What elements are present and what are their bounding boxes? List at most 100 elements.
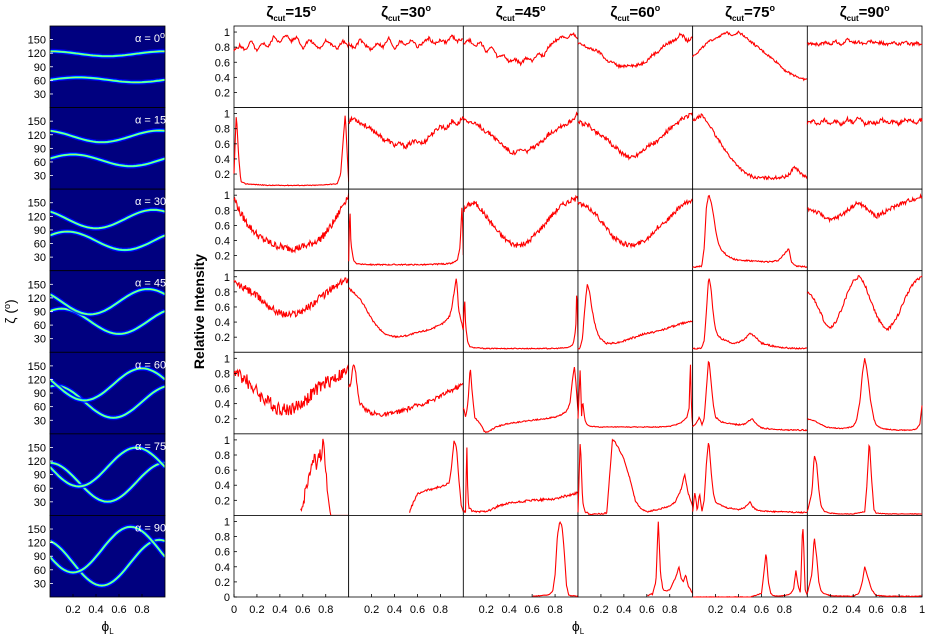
intensity-curve	[348, 364, 464, 418]
y-tick-label: 150	[28, 524, 46, 536]
intensity-curve	[692, 360, 808, 432]
subplot-frame	[233, 107, 350, 190]
column-header: ζcut=15o	[266, 3, 316, 23]
subplot-frame	[806, 351, 923, 435]
heatmap-panel	[50, 107, 165, 190]
y-tick-label: 0.8	[215, 450, 230, 462]
intensity-curve	[577, 198, 694, 249]
y-tick-label: 0.2	[215, 414, 230, 426]
y-tick-label: 30	[34, 252, 46, 264]
column-header: ζcut=90o	[840, 3, 890, 23]
x-tick-label: 0.6	[524, 604, 539, 616]
y-tick-label: 0.8	[215, 205, 230, 217]
x-tick-label: 0.4	[387, 604, 402, 616]
y-tick-label: 0.6	[215, 220, 230, 232]
intensity-curve	[233, 193, 350, 254]
y-tick-label: 60	[34, 565, 46, 577]
y-axis-label: Relative Intensity	[191, 254, 207, 369]
heatmap-band-peak	[50, 154, 165, 167]
y-tick-label: 0.8	[215, 42, 230, 54]
y-tick-label: 0.6	[215, 384, 230, 396]
subplot-frame	[692, 433, 808, 516]
y-tick-label: 60	[34, 320, 46, 332]
heatmap-band-peak	[50, 462, 165, 503]
subplot-frame	[692, 25, 808, 108]
intensity-curve	[462, 111, 579, 156]
subplot-frame	[233, 433, 350, 516]
y-tick-label: 30	[34, 171, 46, 183]
intensity-curve	[692, 113, 808, 181]
subplot-frame	[462, 188, 579, 272]
y-tick-label: 0.4	[215, 72, 230, 84]
x-tick-label: 0.2	[823, 604, 838, 616]
y-tick-label: 90	[34, 470, 46, 482]
x-tick-label: 0.8	[547, 604, 562, 616]
y-tick-label: 90	[34, 225, 46, 237]
heatmap-band-peak	[50, 539, 165, 587]
heatmap-band-peak	[50, 288, 165, 315]
y-tick-label: 1	[224, 190, 230, 202]
intensity-curve	[692, 194, 808, 268]
subplot-frame	[348, 351, 464, 435]
intensity-curve	[577, 438, 694, 516]
subplot-frame	[577, 270, 694, 353]
y-tick-label: 120	[28, 538, 46, 550]
alpha-label: α = 15o	[135, 112, 171, 127]
y-tick-label: 150	[28, 116, 46, 128]
y-tick-label: 90	[34, 62, 46, 74]
intensity-curve	[532, 521, 579, 597]
intensity-curve	[577, 364, 694, 429]
heatmap-band-peak	[50, 50, 165, 57]
heatmap-band-peak	[50, 526, 165, 573]
intensity-curve	[692, 278, 808, 350]
y-tick-label: 120	[28, 374, 46, 386]
y-tick-label: 60	[34, 239, 46, 251]
intensity-curve	[463, 194, 579, 248]
intensity-curve	[806, 443, 923, 515]
heatmap-band-peak	[50, 209, 165, 229]
y-tick-label: 0.2	[215, 169, 230, 181]
y-tick-label: 0.2	[215, 251, 230, 263]
y-tick-label: 0.6	[215, 465, 230, 477]
x-tick-label: 0.8	[433, 604, 448, 616]
intensity-curve	[577, 32, 694, 70]
intensity-curve	[233, 115, 350, 187]
subplot-frame	[462, 270, 579, 353]
y-tick-label: 0	[224, 592, 230, 604]
subplot-frame	[577, 107, 694, 190]
y-tick-label: 0.6	[215, 302, 230, 314]
x-tick-label: 0.6	[639, 604, 654, 616]
y-tick-label: 150	[28, 361, 46, 373]
y-tick-label: 60	[34, 402, 46, 414]
x-tick-label: 0.4	[502, 604, 517, 616]
y-tick-label: 1	[224, 435, 230, 447]
intensity-curve	[577, 112, 694, 161]
heatmap-band-peak	[50, 447, 165, 487]
y-tick-label: 150	[28, 442, 46, 454]
intensity-curve	[806, 538, 923, 598]
y-tick-label: 90	[34, 307, 46, 319]
y-tick-label: 1	[224, 109, 230, 121]
heatmap-band-peak	[50, 77, 165, 83]
x-axis-label: ϕL	[101, 618, 114, 634]
intensity-curve	[348, 278, 464, 339]
intensity-curve	[462, 367, 579, 434]
alpha-label: α = 90o	[135, 519, 171, 534]
y-tick-label: 30	[34, 89, 46, 101]
alpha-label: α = 60o	[135, 356, 171, 371]
y-tick-label: 0.8	[215, 287, 230, 299]
intensity-curve	[462, 447, 579, 514]
alpha-label: α = 0o	[135, 30, 165, 45]
y-tick-label: 0.6	[215, 547, 230, 559]
line-plot-grid: 1 0.8 0.6 0.4 0.2 1 0.8 0.6 0.4 0.2 1 0.8 0.6 0.4 0.2 1…	[191, 3, 925, 634]
alpha-label: α = 75o	[135, 438, 171, 453]
subplot-frame	[348, 188, 464, 272]
intensity-curve	[692, 30, 808, 82]
x-axis-label: ϕL	[572, 618, 585, 634]
y-tick-label: 0.4	[215, 154, 230, 166]
y-tick-label: 0.4	[215, 399, 230, 411]
x-tick-label: 0.6	[295, 604, 310, 616]
y-tick-label: 0.4	[215, 317, 230, 329]
x-tick-label: 0.6	[410, 604, 425, 616]
y-tick-label: 0.8	[215, 124, 230, 136]
